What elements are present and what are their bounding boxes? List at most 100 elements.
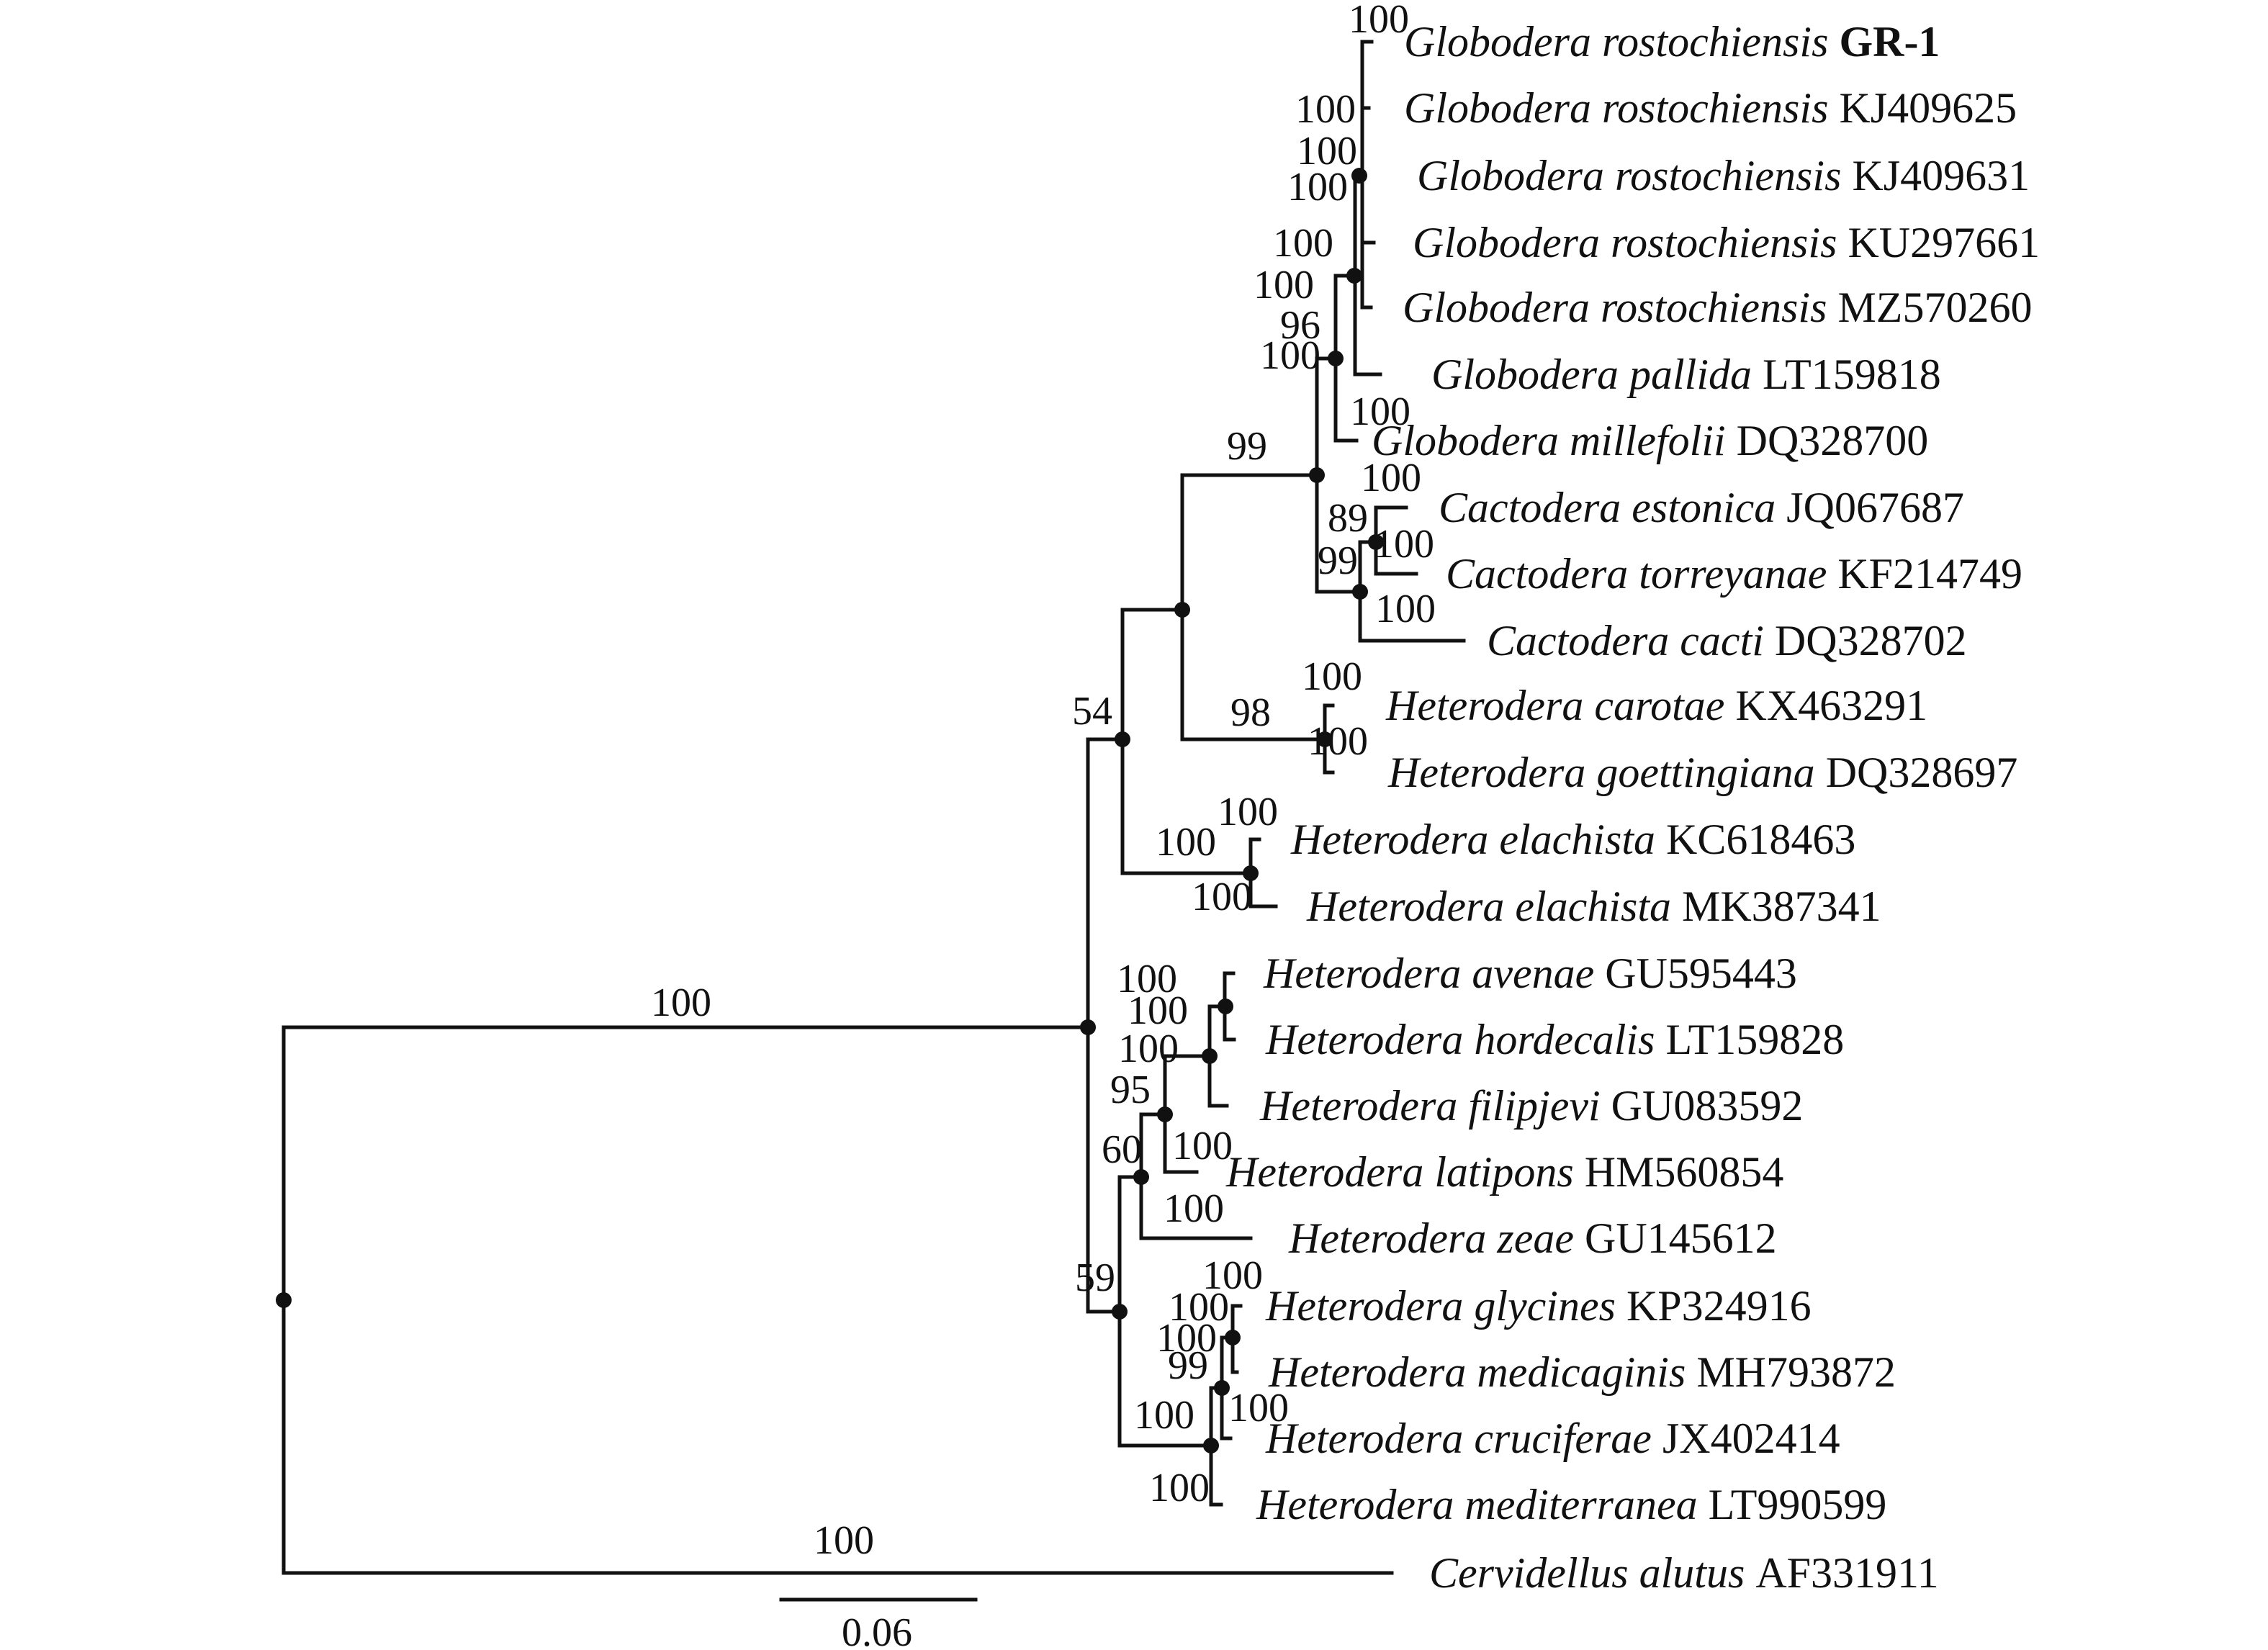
taxon-species-name: Heterodera elachista [1290, 816, 1655, 863]
taxon-species-name: Globodera rostochiensis [1404, 84, 1828, 132]
node-dots [276, 168, 1384, 1453]
scale-bar: 0.06 [779, 1597, 978, 1650]
support-values: 1001001001001001009610010099100891009910… [651, 0, 1436, 1563]
support-value-label: 99 [1227, 424, 1267, 469]
taxon-label: Globodera pallida LT159818 [1431, 351, 1941, 398]
support-value-label: 100 [1254, 263, 1314, 307]
taxon-label: Heterodera filipjevi GU083592 [1259, 1082, 1803, 1130]
support-value-label: 100 [1169, 1285, 1229, 1330]
support-value-label: 100 [1295, 87, 1356, 132]
taxon-species-name: Globodera rostochiensis [1403, 284, 1827, 331]
taxon-accession: GU595443 [1594, 950, 1797, 997]
taxon-species-name: Heterodera cruciferae [1265, 1415, 1652, 1462]
taxon-accession: LT159818 [1752, 351, 1941, 398]
internal-node-dot [1225, 1330, 1241, 1345]
taxon-accession: GR-1 [1828, 18, 1940, 66]
support-value-label: 100 [1287, 165, 1348, 209]
internal-node-dot [1202, 1048, 1218, 1064]
taxon-species-name: Cactodera torreyanae [1446, 550, 1827, 598]
taxon-label: Cactodera cacti DQ328702 [1487, 617, 1967, 664]
taxon-species-name: Heterodera carotae [1385, 682, 1724, 729]
support-value-label: 95 [1110, 1068, 1151, 1112]
support-value-label: 100 [1302, 654, 1362, 699]
taxon-species-name: Cactodera cacti [1487, 617, 1764, 664]
taxon-species-name: Cactodera estonica [1439, 484, 1776, 531]
taxon-accession: HM560854 [1574, 1148, 1784, 1196]
support-value-label: 100 [1192, 875, 1252, 919]
taxon-accession: GU145612 [1574, 1214, 1777, 1262]
taxon-label: Heterodera latipons HM560854 [1225, 1148, 1783, 1196]
support-value-label: 100 [1260, 333, 1320, 378]
taxon-label: Globodera rostochiensis MZ570260 [1403, 284, 2032, 331]
internal-node-dot [1368, 534, 1384, 550]
taxon-label: Globodera rostochiensis KJ409625 [1404, 84, 2017, 132]
internal-node-dot [1080, 1019, 1096, 1035]
taxon-label: Cactodera estonica JQ067687 [1439, 484, 1964, 531]
internal-node-dot [1352, 584, 1368, 600]
taxon-species-name: Cervidellus alutus [1429, 1549, 1745, 1597]
taxon-label: Globodera rostochiensis GR-1 [1404, 18, 1940, 66]
support-value-label: 100 [1218, 790, 1278, 834]
taxon-label: Heterodera mediterranea LT990599 [1256, 1481, 1886, 1528]
taxon-label: Heterodera goettingiana DQ328697 [1387, 749, 2017, 796]
internal-node-dot [1214, 1380, 1230, 1396]
taxon-species-name: Heterodera goettingiana [1387, 749, 1815, 796]
support-value-label: 100 [1149, 1466, 1210, 1510]
internal-node-dot [1309, 467, 1325, 483]
scale-bar-label: 0.06 [842, 1610, 912, 1650]
taxon-label: Heterodera hordecalis LT159828 [1265, 1016, 1844, 1063]
support-value-label: 100 [1202, 1253, 1263, 1298]
taxon-accession: LT159828 [1655, 1016, 1844, 1063]
internal-node-dot [1346, 268, 1362, 284]
support-value-label: 98 [1230, 690, 1271, 735]
taxon-species-name: Globodera millefolii [1372, 417, 1726, 464]
taxon-accession: KF214749 [1827, 550, 2022, 598]
taxon-label: Globodera rostochiensis KU297661 [1413, 219, 2040, 266]
internal-node-dot [1203, 1438, 1219, 1453]
taxon-accession: MZ570260 [1827, 284, 2032, 331]
taxon-label: Heterodera medicaginis MH793872 [1268, 1348, 1896, 1396]
taxon-label: Cervidellus alutus AF331911 [1429, 1549, 1939, 1597]
support-value-label: 100 [1374, 522, 1434, 567]
taxon-label: Heterodera glycines KP324916 [1265, 1282, 1812, 1330]
support-value-label: 100 [1118, 1027, 1179, 1071]
taxon-species-name: Heterodera glycines [1265, 1282, 1616, 1330]
support-value-label: 100 [1349, 0, 1409, 42]
taxon-species-name: Heterodera avenae [1263, 950, 1594, 997]
taxon-species-name: Heterodera filipjevi [1259, 1082, 1601, 1130]
internal-node-dot [1218, 998, 1233, 1014]
support-value-label: 100 [1128, 988, 1188, 1033]
taxon-label: Heterodera elachista KC618463 [1290, 816, 1855, 863]
support-value-label: 54 [1072, 689, 1112, 734]
internal-node-dot [276, 1292, 292, 1308]
internal-node-dot [1351, 168, 1367, 184]
taxon-accession: MK387341 [1671, 883, 1881, 930]
taxon-accession: JX402414 [1652, 1415, 1840, 1462]
internal-node-dot [1317, 731, 1333, 747]
taxon-accession: KU297661 [1837, 219, 2040, 266]
support-value-label: 99 [1318, 538, 1358, 583]
support-value-label: 59 [1075, 1255, 1115, 1300]
support-value-label: 100 [1172, 1124, 1233, 1168]
support-value-label: 100 [1228, 1386, 1289, 1430]
taxon-accession: KJ409631 [1841, 152, 2030, 199]
support-value-label: 100 [1350, 389, 1410, 434]
taxon-accession: MH793872 [1686, 1348, 1896, 1396]
support-value-label: 100 [814, 1518, 874, 1563]
taxon-species-name: Heterodera latipons [1225, 1148, 1574, 1196]
support-value-label: 100 [651, 980, 711, 1025]
support-value-label: 96 [1280, 303, 1320, 348]
taxon-species-name: Globodera rostochiensis [1404, 18, 1828, 66]
internal-node-dot [1115, 731, 1130, 747]
taxon-label: Heterodera zeae GU145612 [1288, 1214, 1777, 1262]
taxon-species-name: Heterodera zeae [1288, 1214, 1574, 1262]
support-value-label: 100 [1117, 957, 1177, 1001]
internal-node-dot [1328, 351, 1344, 366]
support-value-label: 100 [1361, 456, 1421, 500]
taxon-accession: KC618463 [1655, 816, 1855, 863]
internal-node-dot [1112, 1304, 1128, 1320]
taxon-accession: DQ328700 [1726, 417, 1929, 464]
internal-node-dot [1243, 865, 1259, 881]
